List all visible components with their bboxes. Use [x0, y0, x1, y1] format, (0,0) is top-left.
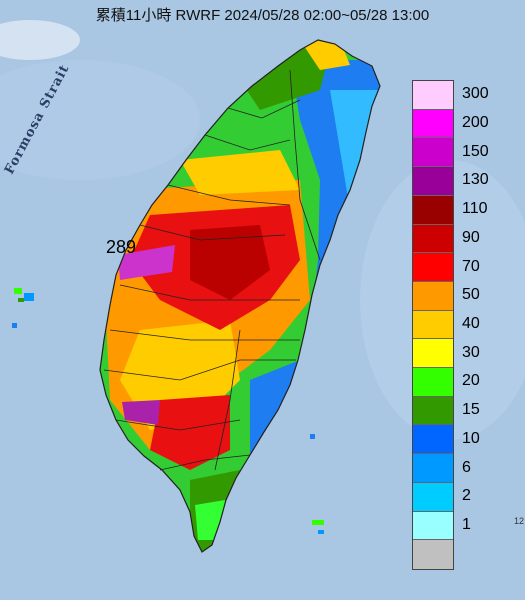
- legend-swatch: [413, 281, 453, 311]
- edge-label: 12: [514, 516, 525, 526]
- legend-swatch: [413, 138, 453, 168]
- legend-label: 30: [462, 343, 480, 361]
- legend-swatch: [413, 310, 453, 340]
- legend-swatch: [413, 540, 453, 569]
- legend-swatch: [413, 339, 453, 369]
- legend-swatch: [413, 396, 453, 426]
- legend-swatch: [413, 224, 453, 254]
- legend-swatch: [413, 454, 453, 483]
- legend-swatch: [413, 81, 453, 110]
- legend-swatch: [413, 482, 453, 512]
- legend-label: 300: [462, 85, 489, 103]
- legend-swatch: [413, 368, 453, 397]
- legend-label: 130: [462, 171, 489, 189]
- legend-label: 200: [462, 114, 489, 132]
- max-rainfall-marker: 289: [106, 237, 137, 257]
- legend-label: 1: [462, 515, 471, 533]
- legend-label: 50: [462, 286, 480, 304]
- legend-label: 90: [462, 228, 480, 246]
- legend-swatch: [413, 511, 453, 541]
- legend-label: 10: [462, 429, 480, 447]
- rainfall-legend: [412, 80, 454, 570]
- legend-swatch: [413, 195, 453, 225]
- legend-label: 20: [462, 372, 480, 390]
- legend-swatch: [413, 253, 453, 282]
- legend-label: 70: [462, 257, 480, 275]
- legend-label: 150: [462, 142, 489, 160]
- county-borders: [99, 39, 381, 553]
- map-title: 累積11小時 RWRF 2024/05/28 02:00~05/28 13:00: [95, 7, 430, 24]
- legend-swatch: [413, 425, 453, 455]
- legend-label: 110: [462, 200, 488, 218]
- legend-label: 2: [462, 487, 471, 505]
- legend-label: 40: [462, 315, 480, 332]
- legend-swatch: [413, 167, 453, 196]
- offshore-echoes: [12, 288, 324, 534]
- legend-label: 6: [462, 458, 471, 476]
- legend-label: 15: [462, 401, 480, 419]
- legend-swatch: [413, 109, 453, 139]
